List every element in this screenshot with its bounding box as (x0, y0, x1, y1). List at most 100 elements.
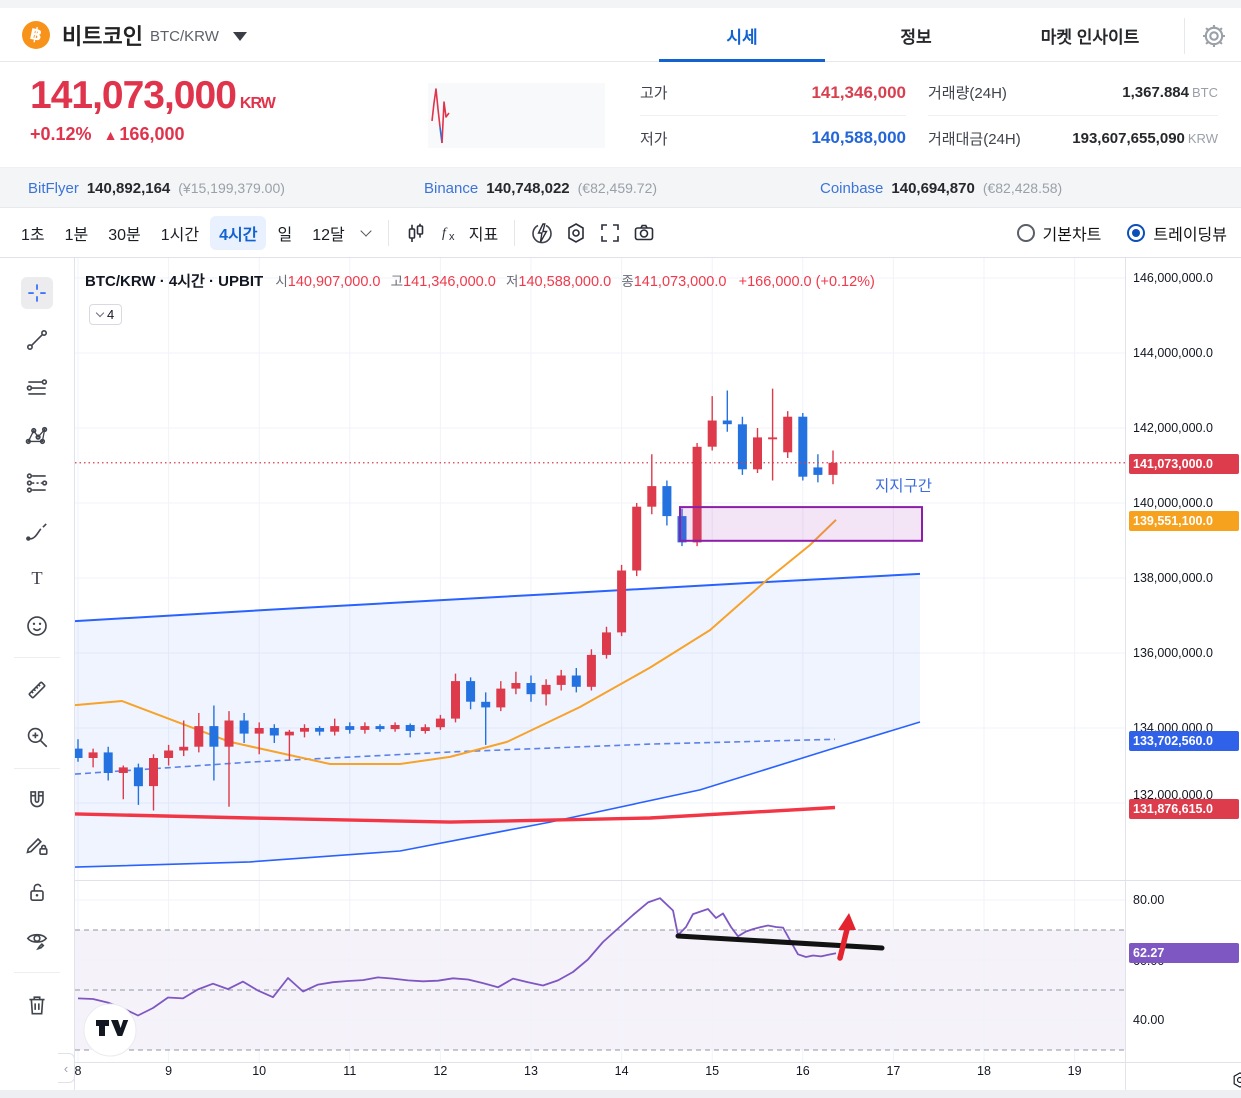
interval-4h[interactable]: 4시간 (210, 215, 267, 250)
crosshair-tool[interactable] (21, 277, 53, 309)
interval-1s[interactable]: 1초 (21, 226, 45, 244)
legend-symbol: BTC/KRW · 4시간 · UPBIT (85, 273, 264, 290)
time-axis-label: 10 (252, 1064, 267, 1078)
legend-change: +166,000.0 (+0.12%) (738, 274, 875, 290)
xabcd-pattern-tool[interactable] (21, 420, 53, 452)
caret-down-icon[interactable] (232, 32, 247, 41)
lock-tool[interactable] (21, 876, 53, 908)
settings-hexagon-icon[interactable] (559, 216, 593, 250)
price-axis-label: 136,000,000.0 (1126, 643, 1241, 663)
low-row: 저가 140,588,000 (640, 115, 906, 160)
brush-tool[interactable] (21, 515, 53, 547)
text-tool[interactable]: T (21, 562, 53, 594)
axis-settings-icon[interactable] (1230, 1070, 1241, 1095)
mode-basic-chart[interactable]: 기본차트 (1016, 221, 1101, 245)
trend-line-tool[interactable] (21, 324, 53, 356)
header: ฿ 비트코인 BTC/KRW 시세 정보 마켓 인사이트 (0, 8, 1241, 62)
chevron-down-icon (95, 308, 105, 318)
toolbar-divider (387, 219, 389, 246)
price-chart-canvas[interactable]: 지지구간 (75, 258, 1125, 1098)
interval-12M[interactable]: 12달 (312, 226, 345, 244)
price-axis-badge: 141,073,000.0 (1129, 454, 1239, 474)
price-axis-badge: 139,551,100.0 (1129, 511, 1239, 531)
interval-1h[interactable]: 1시간 (160, 226, 200, 244)
chart-region: T 지지구간 BTC/KRW · 4시간 (0, 258, 1241, 1098)
mini-sparkline (428, 83, 605, 148)
camera-icon[interactable] (627, 216, 661, 250)
exchange-bitflyer[interactable]: BitFlyer 140,892,164 (¥15,199,379.00) (28, 179, 285, 197)
time-axis-label: 8 (74, 1064, 82, 1078)
tab-price[interactable]: 시세 (655, 8, 829, 62)
time-axis-label: 16 (795, 1064, 810, 1078)
rail-separator (14, 657, 60, 658)
rail-separator (14, 768, 60, 769)
candlestick-icon[interactable] (399, 216, 433, 250)
x-axis-separator (75, 1062, 1241, 1063)
magnet-tool[interactable] (21, 784, 53, 816)
draw-lock-tool[interactable] (21, 829, 53, 861)
time-axis-label: 14 (614, 1064, 629, 1078)
emoji-tool[interactable] (21, 610, 53, 642)
svg-text:x: x (449, 231, 455, 243)
price-axis-label: 146,000,000.0 (1126, 268, 1241, 288)
time-axis[interactable]: 8 9 10 11 12 13 14 15 16 17 18 19 (75, 1064, 1125, 1090)
tab-market-insight[interactable]: 마켓 인사이트 (1040, 27, 1140, 47)
svg-text:T: T (31, 568, 42, 588)
chart-area: 지지구간 BTC/KRW · 4시간 · UPBIT 시140,907,000.… (0, 258, 1241, 1098)
ruler-tool[interactable] (21, 674, 53, 706)
svg-text:지지구간: 지지구간 (875, 477, 932, 495)
price-axis-label: 40.00 (1126, 1010, 1241, 1030)
fib-retracement-tool[interactable] (21, 372, 53, 404)
price-axis-label: 80.00 (1126, 890, 1241, 910)
tab-info[interactable]: 정보 (900, 27, 932, 47)
price-axis-label: 140,000,000.0 (1126, 493, 1241, 513)
pane-separator[interactable] (75, 880, 1241, 881)
price-axis-badge: 133,702,560.0 (1129, 731, 1239, 751)
volume-value: 1,367.884 BTC (1122, 84, 1218, 101)
drawing-tool-rail: T (0, 258, 75, 1098)
price-change: +0.12% ▲ 166,000 (30, 124, 185, 144)
fullscreen-icon[interactable] (593, 216, 627, 250)
interval-1m[interactable]: 1분 (64, 226, 89, 244)
interval-30m[interactable]: 30분 (108, 226, 141, 244)
svg-text:f: f (442, 226, 448, 241)
radio-selected-icon (1127, 223, 1146, 242)
time-axis-label: 12 (433, 1064, 448, 1078)
price-summary: 141,073,000 KRW +0.12% ▲ 166,000 고가 141,346… (0, 62, 1241, 168)
interval-1d[interactable]: 일 (277, 226, 293, 244)
flash-icon[interactable] (525, 216, 559, 250)
collapse-left-icon[interactable]: ‹ (58, 1053, 75, 1083)
price-axis[interactable]: 146,000,000.0 144,000,000.0 142,000,000.0 1… (1125, 258, 1241, 1098)
exchange-binance[interactable]: Binance 140,748,022 (€82,459.72) (424, 179, 658, 197)
radio-unselected-icon (1016, 223, 1035, 242)
forecast-tool[interactable] (21, 467, 53, 499)
coin-name: 비트코인 (62, 23, 143, 49)
up-arrow-icon: ▲ (103, 127, 118, 143)
header-divider (1184, 18, 1185, 54)
zoom-in-tool[interactable] (21, 721, 53, 753)
trash-tool[interactable] (21, 989, 53, 1021)
stats-grid: 고가 141,346,000 저가 140,588,000 거래량(24H) 1… (640, 70, 1218, 160)
toolbar-divider (514, 219, 516, 246)
chart-mode-switch: 기본차트 트레이딩뷰 (1016, 221, 1227, 245)
indicator-label[interactable]: 지표 (468, 226, 499, 244)
eye-hide-tool[interactable] (21, 924, 53, 956)
rail-separator (14, 972, 60, 973)
price-axis-label: 144,000,000.0 (1126, 343, 1241, 363)
time-axis-label: 18 (977, 1064, 991, 1078)
turnover-label: 거래대금(24H) (928, 130, 1021, 148)
gear-icon[interactable] (1200, 22, 1228, 50)
time-axis-label: 11 (343, 1064, 357, 1078)
pair-label: BTC/KRW (149, 28, 219, 45)
exchange-coinbase[interactable]: Coinbase 140,694,870 (€82,428.58) (820, 179, 1063, 197)
tradingview-logo (83, 1003, 137, 1057)
currency-label: KRW (239, 95, 276, 112)
interval-chevron-down-icon[interactable] (360, 224, 372, 237)
time-axis-label: 13 (524, 1064, 538, 1078)
volume-row: 거래량(24H) 1,367.884 BTC (928, 70, 1218, 115)
legend-collapse-button[interactable]: 4 (89, 304, 123, 325)
mode-tradingview[interactable]: 트레이딩뷰 (1127, 221, 1227, 245)
price-axis-badge: 131,876,615.0 (1129, 799, 1239, 819)
